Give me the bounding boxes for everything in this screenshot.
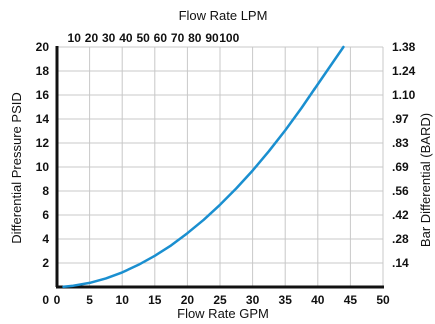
x-tick-label: 45 [344, 293, 358, 307]
y-tick-label: 12 [36, 136, 50, 150]
axes [55, 46, 384, 289]
y-axis-title: Differential Pressure PSID [9, 92, 24, 244]
series-layer [62, 45, 345, 289]
right-tick-label: .56 [392, 184, 409, 198]
right-axis-title: Bar Differential (BARD) [418, 113, 433, 247]
y-tick-label: 14 [36, 112, 50, 126]
top-tick-label: 100 [219, 31, 239, 45]
top-tick-label: 30 [102, 31, 116, 45]
right-tick-label: .69 [392, 160, 409, 174]
series-curve-extension [313, 45, 345, 91]
top-tick-label: 20 [85, 31, 99, 45]
x-tick-label: 10 [116, 293, 130, 307]
right-tick-label: 1.24 [392, 64, 416, 78]
x-tick-label: 20 [181, 293, 195, 307]
y-tick-label: 10 [36, 160, 50, 174]
y-tick-label: 4 [42, 232, 49, 246]
origin-tick-label: 0 [42, 293, 49, 307]
x-tick-label: 25 [213, 293, 227, 307]
right-tick-label: 1.38 [392, 40, 416, 54]
x-tick-label: 5 [86, 293, 93, 307]
y-tick-label: 20 [36, 40, 50, 54]
top-axis-title: Flow Rate LPM [179, 8, 268, 23]
right-tick-label: .83 [392, 136, 409, 150]
y-tick-label: 2 [42, 256, 49, 270]
top-tick-label: 70 [171, 31, 185, 45]
right-tick-label: .97 [392, 112, 409, 126]
x-tick-label: 0 [54, 293, 61, 307]
right-tick-label: .42 [392, 208, 409, 222]
y-tick-label: 16 [36, 88, 50, 102]
right-tick-label: 1.10 [392, 88, 416, 102]
x-axis-title: Flow Rate GPM [177, 306, 269, 321]
right-tick-label: .14 [392, 256, 409, 270]
grid [57, 46, 384, 287]
x-tick-label: 40 [311, 293, 325, 307]
x-tick-label: 15 [148, 293, 162, 307]
top-tick-label: 90 [205, 31, 219, 45]
right-tick-label: .28 [392, 232, 409, 246]
x-tick-label: 30 [246, 293, 260, 307]
top-tick-label: 80 [188, 31, 202, 45]
top-tick-label: 10 [68, 31, 82, 45]
y-tick-label: 8 [42, 184, 49, 198]
x-tick-label: 35 [279, 293, 293, 307]
x-tick-label: 50 [376, 293, 390, 307]
y-tick-label: 18 [36, 64, 50, 78]
y-tick-label: 6 [42, 208, 49, 222]
series-curve [62, 87, 316, 289]
labels: Flow Rate LPM Flow Rate GPM Differential… [9, 8, 433, 321]
top-tick-label: 60 [154, 31, 168, 45]
top-tick-label: 50 [136, 31, 150, 45]
top-tick-label: 40 [119, 31, 133, 45]
